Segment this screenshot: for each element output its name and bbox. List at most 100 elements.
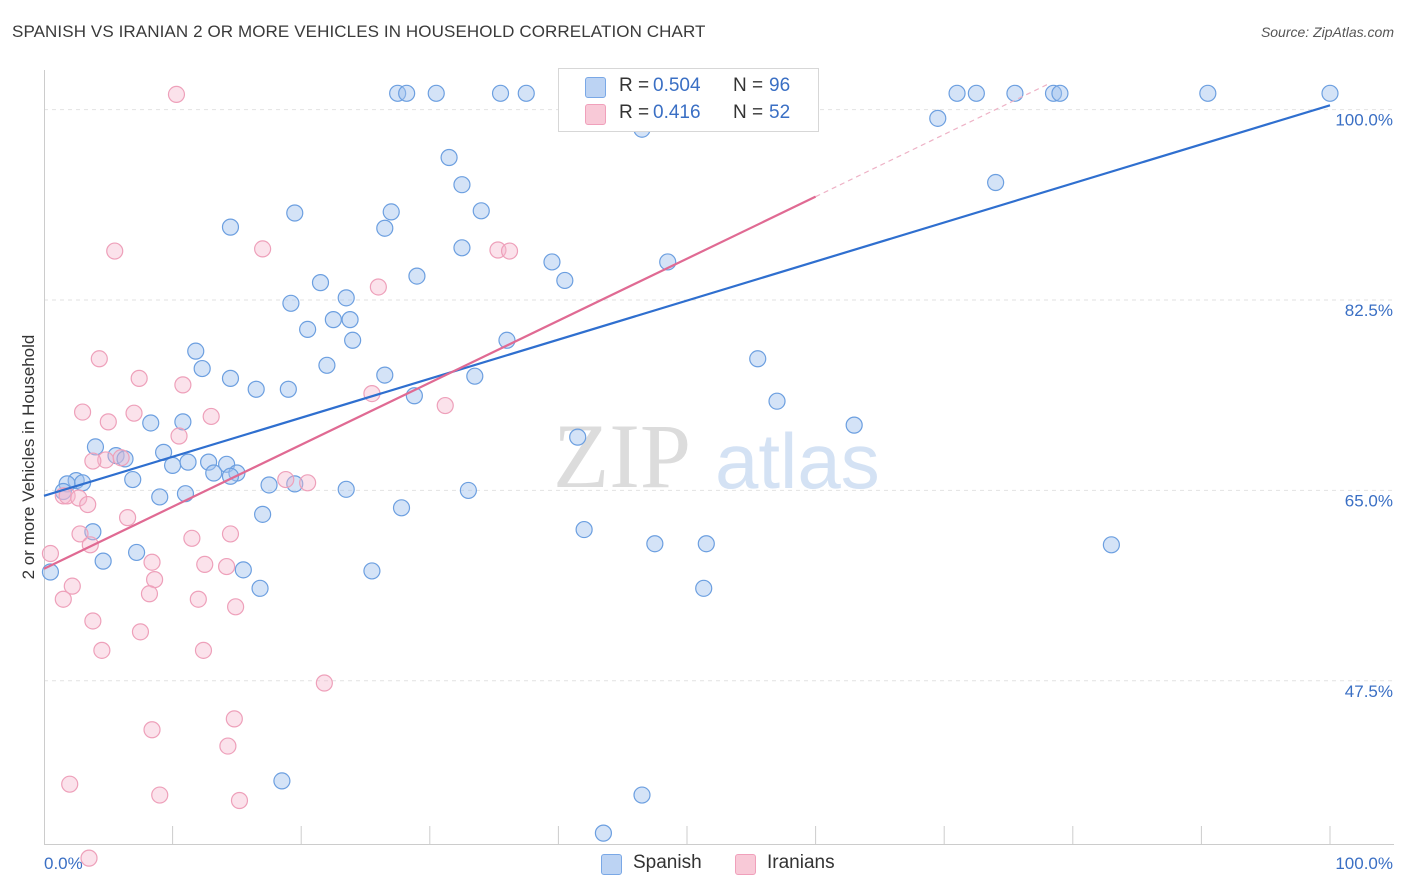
spanish-point bbox=[179, 453, 197, 471]
spanish-point bbox=[318, 356, 336, 374]
iranian-point bbox=[436, 396, 454, 415]
y-tick-label: 82.5% bbox=[1345, 301, 1393, 320]
iranian-point bbox=[112, 449, 130, 467]
spanish-point bbox=[344, 331, 362, 349]
iranian-point bbox=[202, 407, 220, 426]
spanish-point bbox=[174, 413, 192, 431]
spanish-point bbox=[1321, 84, 1339, 102]
spanish-point bbox=[311, 274, 330, 292]
iranian-point bbox=[41, 544, 60, 563]
spanish-point bbox=[459, 481, 477, 500]
spanish-legend-swatch bbox=[601, 854, 622, 875]
spanish-point bbox=[1044, 84, 1063, 102]
iranian-point bbox=[143, 553, 161, 571]
iranian-point bbox=[315, 674, 333, 692]
chart-title: SPANISH VS IRANIAN 2 OR MORE VEHICLES IN… bbox=[12, 22, 706, 41]
spanish-point bbox=[453, 176, 471, 194]
spanish-point bbox=[142, 414, 160, 432]
spanish-point bbox=[594, 824, 613, 842]
n-label: N = bbox=[733, 102, 764, 123]
spanish-point bbox=[341, 311, 359, 329]
iranian-point bbox=[170, 427, 188, 445]
spanish-point bbox=[279, 380, 297, 398]
spanish-point bbox=[127, 543, 146, 562]
iranian-point bbox=[131, 623, 150, 641]
y-tick-label: 100.0% bbox=[1335, 111, 1393, 130]
spanish-point bbox=[86, 438, 105, 456]
iranian-point bbox=[99, 413, 117, 431]
spanish-point bbox=[273, 772, 291, 790]
iranian-point bbox=[73, 403, 92, 421]
spanish-point bbox=[569, 428, 587, 446]
spanish-point bbox=[176, 485, 195, 503]
spanish-point bbox=[1102, 536, 1120, 554]
iranian-point bbox=[143, 721, 161, 739]
spanish-point bbox=[491, 84, 510, 102]
watermark-atlas: atlas bbox=[715, 417, 880, 505]
spanish-point bbox=[151, 488, 169, 506]
spanish-point bbox=[193, 359, 211, 378]
iranian-point bbox=[130, 369, 148, 387]
iranian-point bbox=[299, 474, 317, 492]
spanish-point bbox=[556, 271, 574, 290]
axes bbox=[44, 70, 1394, 845]
iranian-point bbox=[54, 590, 72, 608]
spanish-point bbox=[1199, 84, 1217, 102]
spanish-point bbox=[695, 579, 713, 597]
spanish-point bbox=[408, 267, 426, 285]
spanish-point bbox=[337, 289, 355, 307]
spanish-point bbox=[260, 476, 278, 494]
y-tick-label: 65.0% bbox=[1345, 491, 1393, 510]
iranian-point bbox=[167, 85, 186, 104]
iranian-point bbox=[80, 849, 98, 867]
spanish-point bbox=[251, 579, 269, 597]
trendlines bbox=[43, 84, 1331, 570]
iranian-point bbox=[183, 529, 201, 547]
iranian-point bbox=[277, 470, 295, 489]
iranian-point bbox=[125, 404, 143, 422]
iranian-point bbox=[63, 577, 81, 595]
iranians-trendline bbox=[43, 195, 817, 570]
y-tick-label: 47.5% bbox=[1345, 682, 1393, 701]
source-label: Source: ZipAtlas.com bbox=[1260, 24, 1394, 40]
spanish-point bbox=[234, 561, 252, 579]
spanish-point bbox=[1051, 84, 1069, 102]
iranian-point bbox=[221, 525, 240, 543]
y-axis-label: 2 or more Vehicles in Household bbox=[19, 335, 38, 580]
spanish-point bbox=[221, 369, 240, 387]
r-label: R = bbox=[619, 75, 650, 96]
watermark-zip: ZIP bbox=[553, 405, 691, 507]
x-tick-label: 100.0% bbox=[1335, 854, 1393, 873]
spanish-point bbox=[200, 453, 218, 471]
iranian-point bbox=[225, 710, 243, 728]
iranian-point bbox=[230, 791, 249, 810]
r-value: 0.504 bbox=[653, 75, 701, 96]
spanish-swatch bbox=[585, 77, 606, 98]
iranians-legend-label: Iranians bbox=[767, 852, 835, 873]
y-tick-labels: 47.5% 65.0% 82.5% 100.0% bbox=[1335, 111, 1393, 701]
iranians-swatch bbox=[585, 104, 606, 125]
x-tick-labels: 0.0% 100.0% bbox=[44, 854, 1393, 873]
spanish-point bbox=[427, 84, 445, 102]
spanish-point bbox=[84, 523, 102, 541]
stats-legend: R = 0.504 N = 96 R = 0.416 N = 52 bbox=[558, 68, 819, 132]
iranian-point bbox=[70, 489, 88, 507]
spanish-point bbox=[164, 456, 182, 474]
spanish-point bbox=[749, 350, 767, 368]
spanish-point bbox=[376, 219, 394, 237]
gridlines bbox=[44, 109, 1394, 682]
spanish-point bbox=[392, 499, 411, 517]
iranian-point bbox=[151, 786, 169, 804]
iranian-point bbox=[254, 240, 272, 258]
spanish-point bbox=[337, 480, 355, 498]
spanish-point bbox=[633, 786, 651, 804]
spanish-point bbox=[697, 535, 715, 553]
spanish-point bbox=[472, 202, 490, 220]
spanish-point bbox=[1006, 84, 1024, 102]
spanish-point bbox=[389, 84, 407, 102]
x-tick-label: 0.0% bbox=[44, 854, 83, 873]
spanish-point bbox=[363, 562, 381, 580]
spanish-point bbox=[286, 204, 304, 222]
x-ticks bbox=[172, 826, 1331, 844]
